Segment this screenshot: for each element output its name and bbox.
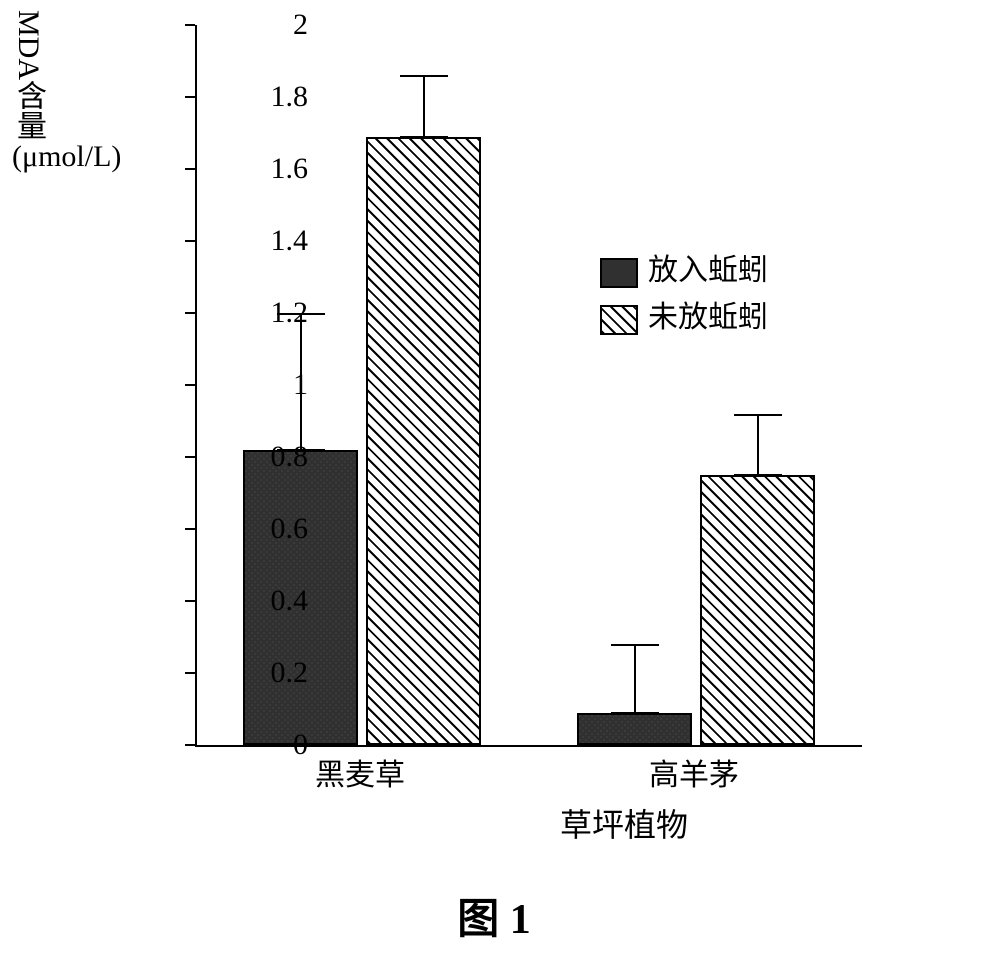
x-tick-label: 高羊茅 <box>649 750 739 794</box>
error-bar-stem <box>423 75 425 136</box>
bar-hatch <box>700 475 815 745</box>
y-tick-label: 0 <box>293 728 308 762</box>
y-axis-label-unit: (μmol/L) <box>12 140 121 173</box>
y-tick-label: 1 <box>293 368 308 402</box>
y-tick <box>185 528 195 530</box>
y-tick-label: 1.8 <box>271 80 309 114</box>
y-tick-label: 1.6 <box>271 152 309 186</box>
y-tick-label: 0.8 <box>271 440 309 474</box>
y-tick-label: 1.2 <box>271 296 309 330</box>
y-tick <box>185 312 195 314</box>
y-tick <box>185 240 195 242</box>
error-bar-base <box>611 712 659 714</box>
bar-dark <box>577 713 692 745</box>
y-tick <box>185 672 195 674</box>
y-tick-label: 1.4 <box>271 224 309 258</box>
y-tick <box>185 96 195 98</box>
y-tick <box>185 168 195 170</box>
y-tick <box>185 600 195 602</box>
y-tick-label: 2 <box>293 8 308 42</box>
error-bar-cap <box>400 75 448 77</box>
error-bar-base <box>400 136 448 138</box>
bar-hatch <box>366 137 481 745</box>
legend-label-2: 未放蚯蚓 <box>648 301 768 334</box>
y-tick-label: 0.4 <box>271 584 309 618</box>
y-tick <box>185 384 195 386</box>
x-tick-label: 黑麦草 <box>315 750 405 794</box>
error-bar-base <box>734 474 782 476</box>
error-bar-cap <box>611 644 659 646</box>
legend-item-with-worm: 放入蚯蚓 <box>600 245 768 289</box>
x-axis-title: 草坪植物 <box>560 800 688 846</box>
legend-label-1: 放入蚯蚓 <box>648 254 768 287</box>
legend-swatch-hatch <box>600 305 638 335</box>
y-tick <box>185 456 195 458</box>
y-axis-label: MDA含量 (μmol/L) <box>12 10 121 173</box>
figure-caption: 图 1 <box>0 885 988 946</box>
y-tick <box>185 744 195 746</box>
y-axis-label-main: MDA含量 <box>12 10 45 140</box>
error-bar-stem <box>757 414 759 475</box>
error-bar-stem <box>634 644 636 712</box>
legend-swatch-dark <box>600 258 638 288</box>
y-tick-label: 0.6 <box>271 512 309 546</box>
error-bar-cap <box>734 414 782 416</box>
legend-item-no-worm: 未放蚯蚓 <box>600 292 768 336</box>
y-tick <box>185 24 195 26</box>
y-tick-label: 0.2 <box>271 656 309 690</box>
